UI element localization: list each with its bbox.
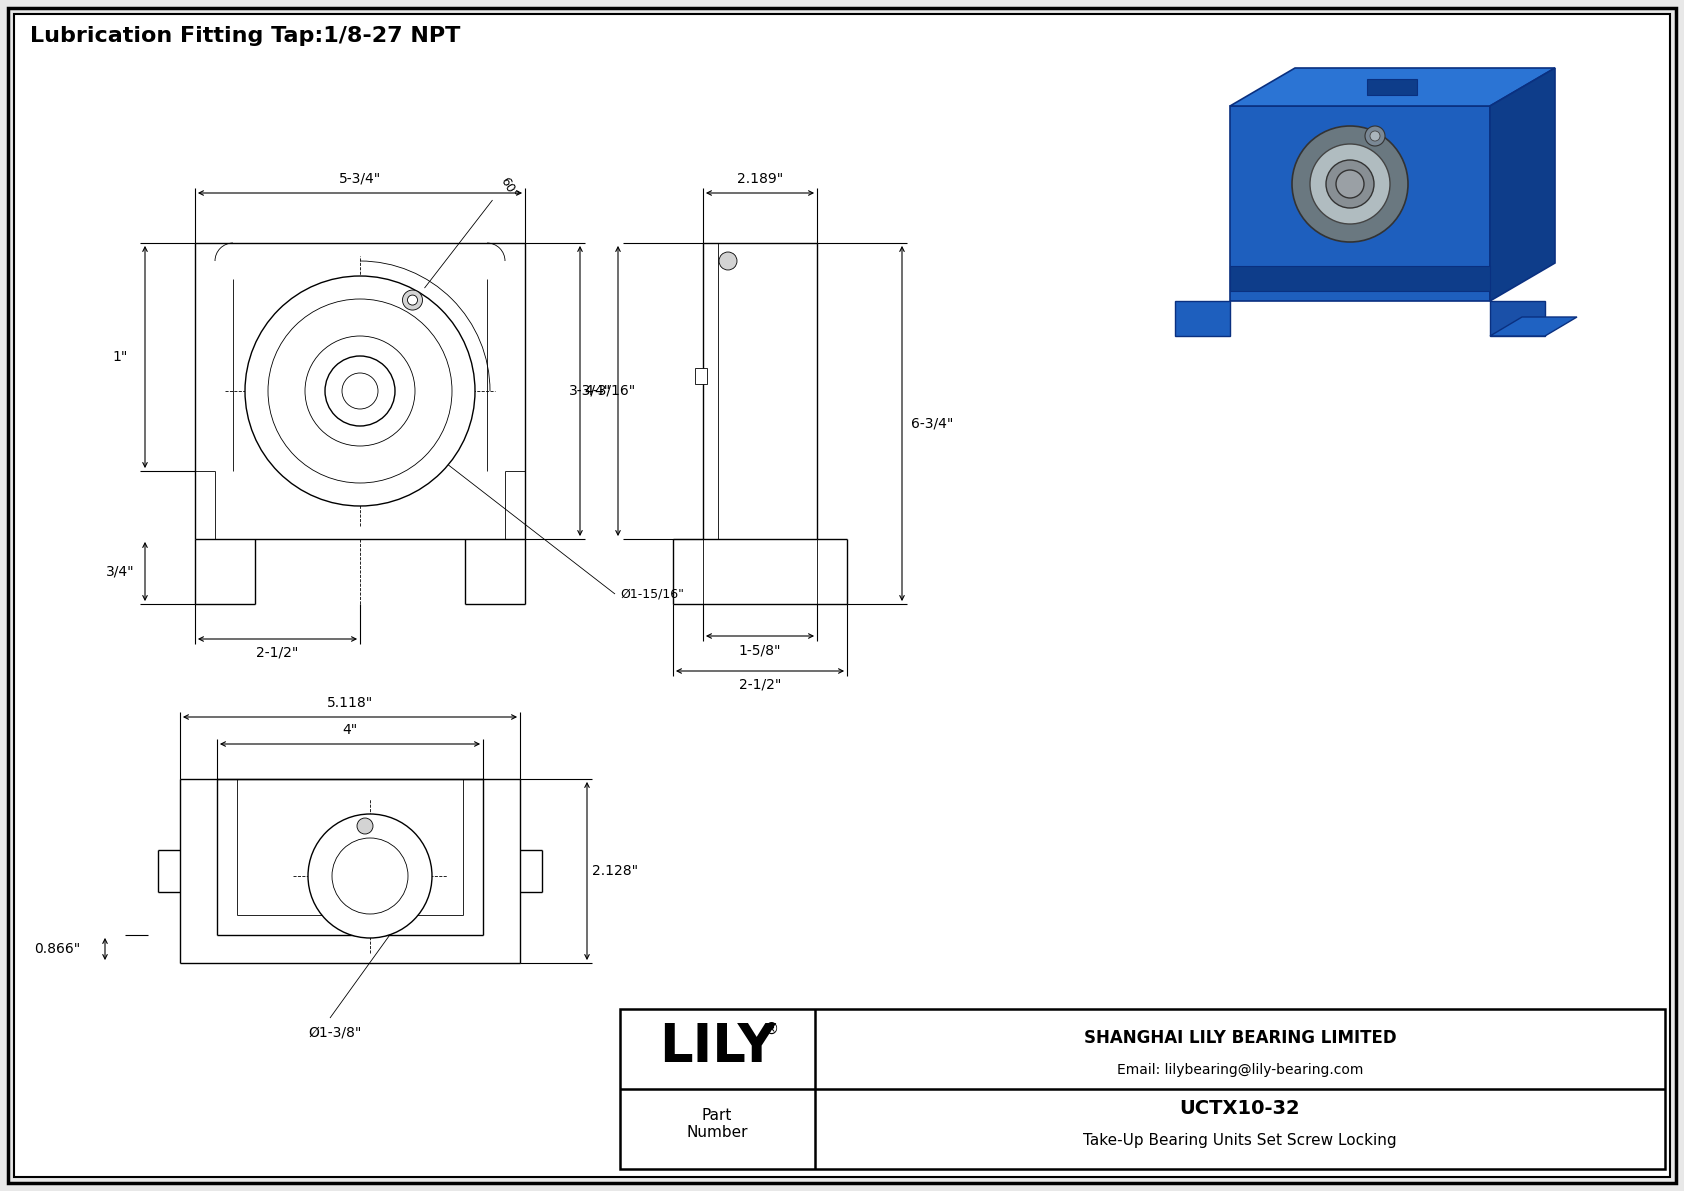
Text: Ø1-15/16": Ø1-15/16"	[620, 587, 684, 600]
Text: 5-3/4": 5-3/4"	[338, 172, 381, 186]
Circle shape	[402, 291, 423, 310]
Bar	[695, 368, 707, 385]
Text: 6-3/4": 6-3/4"	[911, 417, 953, 430]
Polygon shape	[1229, 266, 1490, 291]
Text: 4-3/16": 4-3/16"	[584, 384, 635, 398]
Polygon shape	[1175, 301, 1229, 336]
Text: 3-3/4": 3-3/4"	[569, 384, 611, 398]
Text: LILY: LILY	[658, 1021, 775, 1073]
Text: ®: ®	[765, 1022, 780, 1037]
Polygon shape	[1490, 317, 1576, 336]
Circle shape	[342, 373, 377, 409]
Circle shape	[305, 336, 414, 445]
Circle shape	[1292, 126, 1408, 242]
Circle shape	[332, 838, 408, 913]
Text: 0.866": 0.866"	[34, 942, 81, 956]
Circle shape	[357, 818, 372, 834]
Circle shape	[268, 299, 451, 484]
Text: Ø1-3/8": Ø1-3/8"	[308, 1025, 362, 1039]
Text: 3/4": 3/4"	[106, 565, 135, 579]
Text: Part
Number: Part Number	[687, 1108, 748, 1140]
Circle shape	[325, 356, 396, 426]
Polygon shape	[1490, 301, 1544, 336]
Text: 2-1/2": 2-1/2"	[739, 678, 781, 692]
Text: Lubrication Fitting Tap:1/8-27 NPT: Lubrication Fitting Tap:1/8-27 NPT	[30, 26, 460, 46]
Circle shape	[719, 252, 738, 270]
Polygon shape	[1490, 68, 1554, 301]
Text: 2-1/2": 2-1/2"	[256, 646, 298, 660]
Text: Email: lilybearing@lily-bearing.com: Email: lilybearing@lily-bearing.com	[1116, 1062, 1362, 1077]
Bar	[620, 1009, 1665, 1170]
Circle shape	[1366, 126, 1384, 146]
Text: 1": 1"	[113, 350, 128, 364]
Text: UCTX10-32: UCTX10-32	[1180, 1099, 1300, 1118]
Text: 2.189": 2.189"	[738, 172, 783, 186]
Circle shape	[308, 813, 433, 939]
Text: 4": 4"	[342, 723, 357, 737]
Polygon shape	[1367, 79, 1416, 95]
Text: 60°: 60°	[497, 175, 520, 201]
Text: Take-Up Bearing Units Set Screw Locking: Take-Up Bearing Units Set Screw Locking	[1083, 1134, 1396, 1148]
Text: 2.128": 2.128"	[593, 863, 638, 878]
Text: SHANGHAI LILY BEARING LIMITED: SHANGHAI LILY BEARING LIMITED	[1084, 1029, 1396, 1047]
Circle shape	[1335, 170, 1364, 198]
Text: 1-5/8": 1-5/8"	[739, 643, 781, 657]
Circle shape	[408, 295, 418, 305]
Polygon shape	[1229, 106, 1490, 301]
Circle shape	[244, 276, 475, 506]
Circle shape	[1310, 144, 1389, 224]
Polygon shape	[1229, 68, 1554, 106]
Circle shape	[1325, 160, 1374, 208]
Text: 5.118": 5.118"	[327, 696, 374, 710]
Circle shape	[1371, 131, 1379, 141]
